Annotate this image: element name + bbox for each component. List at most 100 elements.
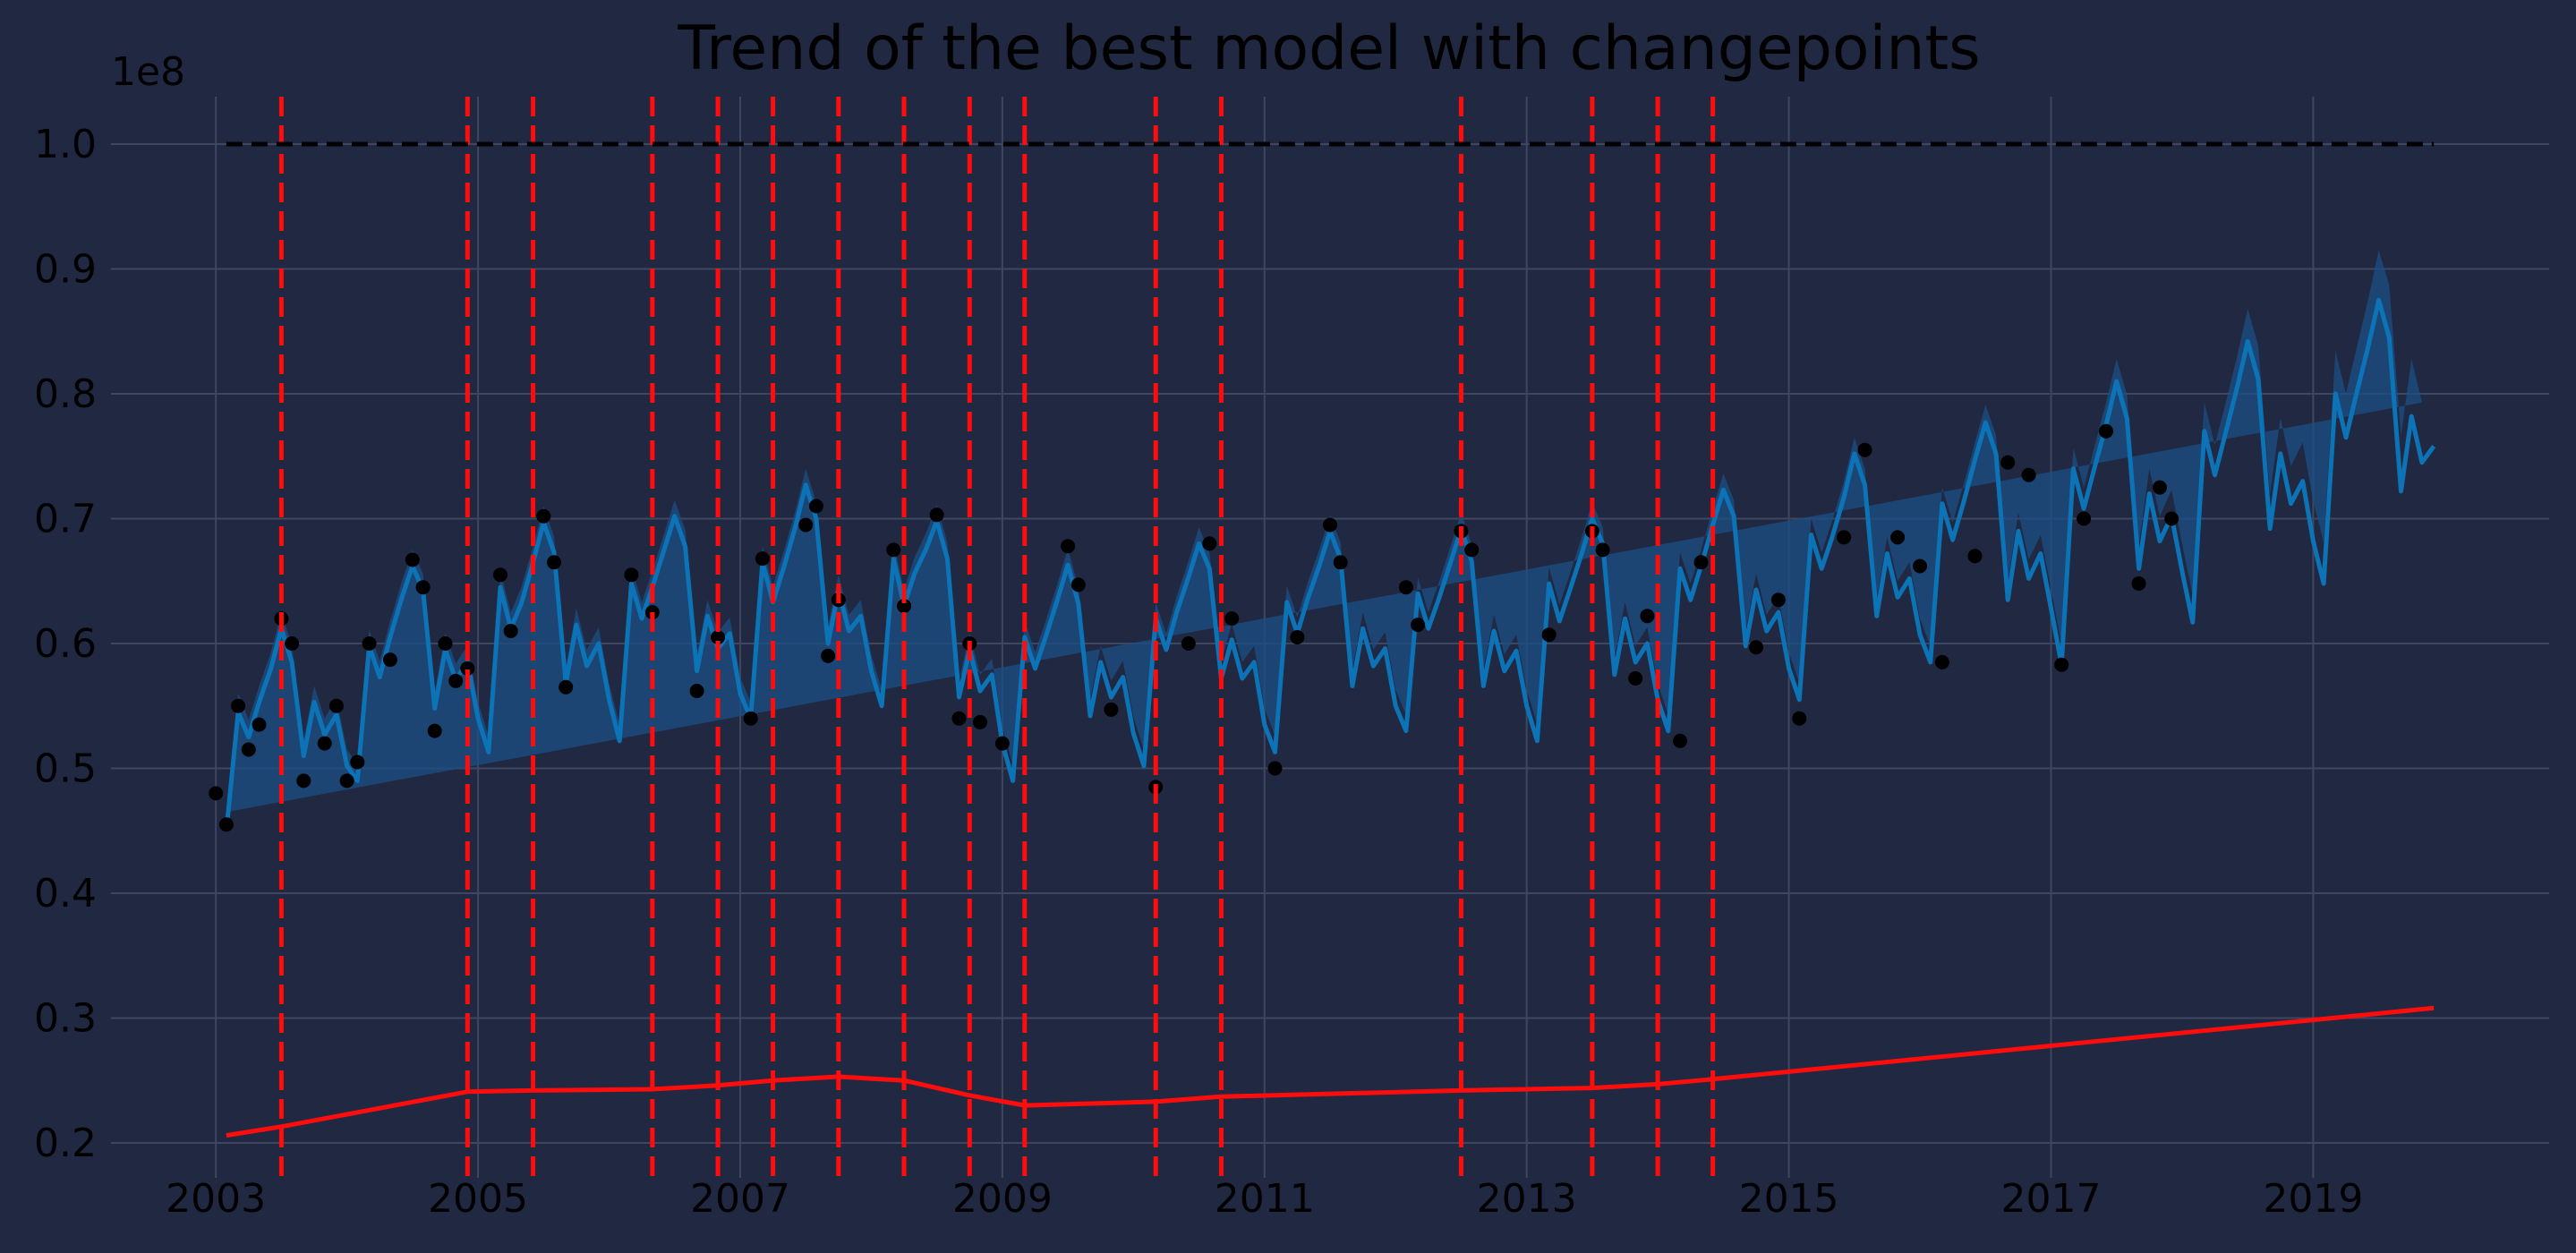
observed-point	[2099, 423, 2113, 439]
observed-point	[1934, 654, 1949, 669]
observed-point	[1792, 711, 1807, 726]
y-tick-label: 0.5	[34, 746, 97, 791]
observed-point	[2077, 511, 2092, 526]
observed-point	[460, 661, 475, 676]
y-tick-label: 0.6	[34, 621, 97, 667]
x-tick-label: 2019	[2263, 1176, 2363, 1222]
observed-point	[328, 698, 344, 713]
y-axis-ticks: 0.2 0.3 0.4 0.5 0.6 0.7 0.8 0.9 1.0	[34, 122, 97, 1166]
observed-point	[231, 698, 246, 713]
x-axis-ticks: 2003 2005 2007 2009 2011 2013 2015 2017 2019	[166, 1176, 2363, 1222]
observed-point	[1104, 702, 1119, 717]
observed-point	[1673, 733, 1687, 748]
trend-line	[226, 1005, 2435, 1138]
observed-point	[886, 542, 901, 558]
observed-point	[1411, 618, 1426, 633]
observed-point	[1464, 542, 1480, 558]
x-tick-label: 2013	[1477, 1176, 1577, 1222]
observed-point	[1202, 536, 1217, 551]
observed-points-group	[209, 423, 2179, 832]
observed-point	[296, 773, 311, 788]
observed-point	[382, 652, 397, 668]
observed-point	[547, 555, 561, 570]
observed-point	[1640, 609, 1655, 624]
observed-point	[1913, 558, 1927, 574]
observed-point	[798, 517, 814, 533]
y-tick-label: 0.2	[34, 1121, 97, 1166]
y-tick-label: 0.9	[34, 246, 97, 292]
observed-point	[1061, 539, 1076, 554]
observed-point	[559, 679, 574, 695]
observed-point	[929, 507, 944, 523]
y-tick-label: 1.0	[34, 122, 97, 167]
observed-point	[2131, 576, 2146, 591]
observed-point	[218, 817, 234, 832]
observed-point	[1967, 549, 1983, 564]
uncertainty-band-group	[226, 250, 2422, 813]
observed-point	[503, 624, 518, 638]
trend-line-group	[226, 1005, 2435, 1138]
observed-point	[415, 580, 431, 595]
observed-point	[897, 599, 911, 614]
x-tick-label: 2011	[1215, 1176, 1315, 1222]
observed-point	[405, 552, 420, 567]
observed-point	[994, 736, 1010, 751]
y-tick-label: 0.3	[34, 995, 97, 1041]
uncertainty-band	[226, 250, 2422, 813]
observed-point	[951, 711, 967, 726]
observed-point	[1070, 577, 1086, 592]
observed-point	[1837, 530, 1852, 545]
observed-point	[689, 684, 704, 698]
observed-point	[1595, 542, 1610, 558]
observed-point	[711, 630, 726, 644]
y-tick-label: 0.8	[34, 371, 97, 417]
y-tick-label: 0.4	[34, 871, 97, 916]
x-tick-label: 2015	[1739, 1176, 1839, 1222]
observed-point	[362, 636, 377, 651]
observed-point	[536, 508, 551, 524]
observed-point	[973, 714, 987, 729]
y-axis-scale-label: 1e8	[111, 49, 185, 95]
x-tick-label: 2003	[166, 1176, 266, 1222]
x-tick-label: 2007	[690, 1176, 790, 1222]
observed-point	[755, 551, 770, 567]
observed-point	[2021, 467, 2036, 482]
observed-point	[1181, 636, 1196, 651]
x-tick-label: 2017	[2000, 1176, 2101, 1222]
observed-point	[1333, 555, 1348, 570]
observed-point	[1541, 627, 1557, 643]
changepoint-lines	[278, 97, 1716, 1178]
y-tick-label: 0.7	[34, 496, 97, 541]
observed-point	[2054, 657, 2069, 672]
observed-point	[493, 567, 508, 583]
observed-point	[1398, 580, 1413, 595]
observed-point	[1267, 761, 1283, 776]
observed-point	[252, 717, 267, 732]
observed-point	[285, 636, 300, 651]
observed-point	[1749, 640, 1763, 655]
observed-point	[350, 754, 365, 770]
observed-point	[743, 711, 758, 726]
observed-point	[1857, 442, 1872, 457]
observed-point	[1628, 671, 1643, 686]
observed-point	[339, 773, 354, 788]
observed-point	[241, 742, 256, 757]
observed-point	[1770, 592, 1786, 608]
chart-title: Trend of the best model with changepoint…	[677, 13, 1980, 84]
observed-point	[2153, 480, 2167, 495]
observed-point	[209, 786, 224, 801]
observed-point	[1693, 555, 1709, 570]
observed-point	[317, 736, 332, 751]
observed-point	[448, 673, 464, 688]
observed-point	[1323, 517, 1337, 533]
observed-point	[427, 723, 442, 738]
observed-point	[2164, 511, 2179, 526]
observed-point	[438, 636, 453, 651]
observed-point	[624, 567, 639, 583]
observed-point	[1890, 530, 1906, 545]
x-tick-label: 2005	[428, 1176, 528, 1222]
observed-point	[1224, 611, 1240, 626]
